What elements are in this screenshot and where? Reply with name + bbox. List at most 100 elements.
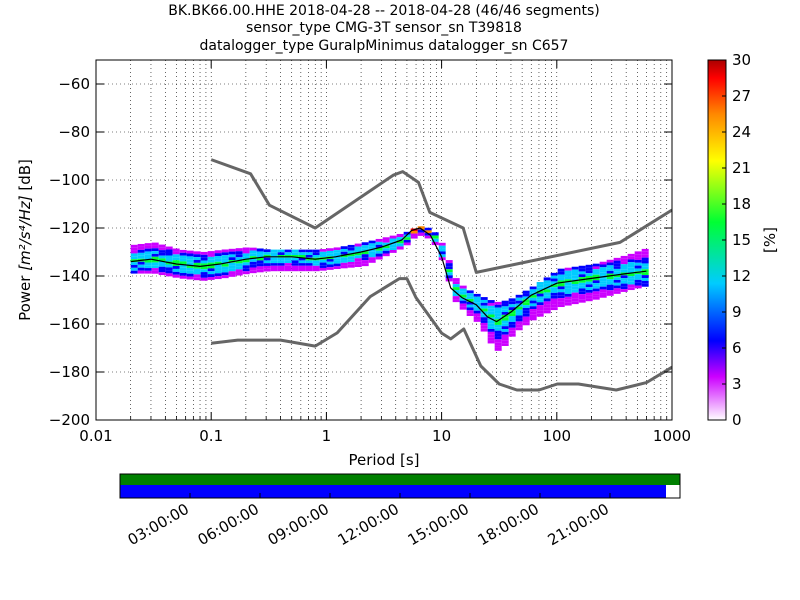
density-cell <box>466 301 474 305</box>
density-cell <box>592 263 600 267</box>
density-cell <box>445 278 453 282</box>
density-cell <box>263 268 271 272</box>
density-cell <box>627 262 635 265</box>
chart-title-line-1: BK.BK66.00.HHE 2018-04-28 -- 2018-04-28 … <box>168 3 600 19</box>
density-cell <box>179 252 187 256</box>
density-cell <box>606 265 614 269</box>
density-cell <box>179 267 187 271</box>
density-cell <box>130 264 138 268</box>
density-cell <box>438 251 446 255</box>
density-cell <box>529 303 537 307</box>
density-cell <box>298 265 306 269</box>
density-cell <box>592 294 600 297</box>
availability-tick-label: 06:00:00 <box>195 500 262 549</box>
density-cell <box>494 316 502 320</box>
density-cell <box>592 283 600 286</box>
density-cell <box>606 273 614 277</box>
density-cell <box>130 247 138 251</box>
density-cell <box>305 252 313 255</box>
density-cell <box>494 330 502 334</box>
density-cell <box>641 260 649 264</box>
density-cell <box>529 297 537 301</box>
density-cell <box>207 271 215 275</box>
density-cell <box>487 320 495 324</box>
density-cell <box>592 285 600 289</box>
new-high-noise-model <box>210 158 672 274</box>
density-cell <box>606 270 614 274</box>
density-cell <box>200 272 208 275</box>
density-cell <box>557 271 565 275</box>
new-low-noise-model <box>211 277 672 392</box>
density-cell <box>501 334 509 338</box>
colorbar-tick-label: 15 <box>732 231 751 249</box>
density-cell <box>165 255 173 259</box>
density-cell <box>627 281 635 285</box>
density-cell <box>536 305 544 308</box>
grid <box>96 60 672 420</box>
plot-frame <box>95 59 673 421</box>
density-cell <box>634 285 642 289</box>
density-cell <box>522 299 530 303</box>
density-cell <box>466 296 474 299</box>
density-cell <box>333 260 341 264</box>
density-cell <box>347 264 355 268</box>
density-cell <box>298 257 306 261</box>
density-cell <box>564 279 572 283</box>
density-cell <box>501 303 509 307</box>
density-cell <box>207 274 215 278</box>
density-cell <box>641 263 649 267</box>
density-cell <box>172 271 180 275</box>
density-cell <box>571 269 579 273</box>
availability-tick-label: 03:00:00 <box>125 500 192 549</box>
density-cell <box>207 262 215 266</box>
density-cell <box>298 263 306 266</box>
density-cell <box>347 261 355 265</box>
colorbar-tick-label: 3 <box>732 375 742 393</box>
density-cell <box>613 268 621 272</box>
density-cell <box>277 260 285 264</box>
density-cell <box>452 278 460 282</box>
density-cell <box>641 254 649 258</box>
density-cell <box>571 298 579 302</box>
density-cell <box>459 300 467 304</box>
density-cell <box>620 275 628 279</box>
density-cell <box>641 269 649 273</box>
density-cell <box>151 256 159 260</box>
density-cell <box>410 236 418 239</box>
density-cell <box>235 266 243 270</box>
density-cell <box>613 257 621 261</box>
density-cell <box>480 299 488 303</box>
density-cell <box>627 276 635 279</box>
x-tick-label: 1000 <box>653 427 691 445</box>
density-cell <box>459 297 467 301</box>
density-cell <box>361 254 369 258</box>
density-cell <box>277 249 285 253</box>
density-cell <box>641 257 649 261</box>
density-cell <box>494 307 502 311</box>
density-cell <box>172 254 180 258</box>
density-cell <box>599 264 607 268</box>
density-cell <box>130 250 138 254</box>
density-cell <box>634 251 642 255</box>
density-cell <box>221 260 229 264</box>
density-cell <box>529 311 537 315</box>
density-cell <box>172 248 180 252</box>
density-cell <box>249 258 257 262</box>
density-cell <box>627 264 635 268</box>
density-cell <box>214 267 222 271</box>
density-cell <box>487 305 495 309</box>
density-cell <box>571 295 579 299</box>
density-cell <box>193 251 201 255</box>
density-cell <box>207 259 215 263</box>
density-cell <box>277 263 285 266</box>
density-cell <box>592 291 600 295</box>
density-cell <box>130 256 138 260</box>
density-cell <box>368 260 376 263</box>
density-cell <box>564 285 572 289</box>
density-cell <box>606 276 614 280</box>
density-cell <box>620 283 628 287</box>
density-cell <box>347 247 355 251</box>
density-cell <box>424 230 432 234</box>
density-cell <box>627 270 635 274</box>
density-cell <box>620 261 628 265</box>
